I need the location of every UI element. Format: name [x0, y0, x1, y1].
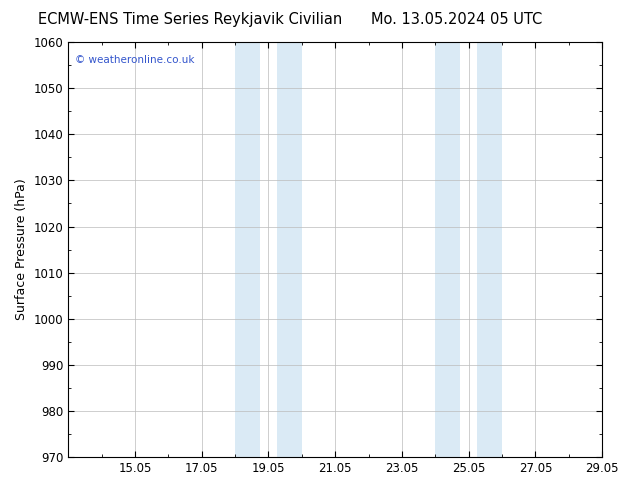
- Bar: [477, 42, 502, 457]
- Bar: [235, 42, 260, 457]
- Bar: [277, 42, 302, 457]
- Text: ECMW-ENS Time Series Reykjavik Civilian: ECMW-ENS Time Series Reykjavik Civilian: [38, 12, 342, 27]
- Text: © weatheronline.co.uk: © weatheronline.co.uk: [75, 54, 194, 65]
- Text: Mo. 13.05.2024 05 UTC: Mo. 13.05.2024 05 UTC: [371, 12, 542, 27]
- Y-axis label: Surface Pressure (hPa): Surface Pressure (hPa): [15, 179, 28, 320]
- Bar: [436, 42, 460, 457]
